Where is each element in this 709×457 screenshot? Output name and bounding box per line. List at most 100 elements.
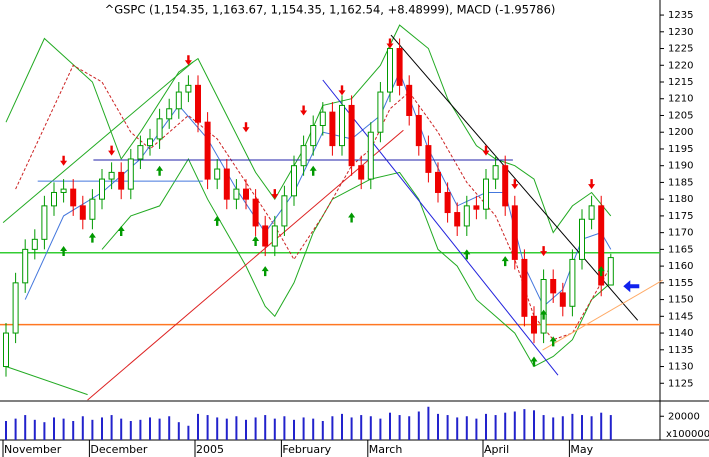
volume-unit: x100000 [666,429,709,440]
x-tick-label: November [4,443,62,456]
sell-arrow [482,145,490,156]
y-tick-label: 1145 [668,311,693,322]
candle-body [252,198,259,227]
candle-body [108,171,115,180]
candle-body [118,171,125,190]
candle-body [454,212,461,227]
x-tick-label: March [369,443,403,456]
buy-arrow [530,356,538,367]
candle-body [415,114,422,147]
buy-arrow [463,249,471,260]
candle-body [291,165,297,197]
candle-body [12,282,19,334]
candle-body [156,118,163,140]
sell-arrow [60,155,68,166]
candle-body [137,145,144,160]
y-tick-label: 1225 [668,44,693,55]
sell-arrow [588,179,596,190]
candle-body [319,111,326,127]
buy-arrow [117,225,125,236]
candle-body [367,131,374,180]
x-tick-label: February [282,443,331,456]
buy-arrow [60,246,68,257]
candle-body [444,191,451,214]
y-tick-label: 1230 [668,27,693,38]
candle-body [579,218,585,260]
sell-arrow [184,55,192,66]
buy-arrow [261,266,269,277]
candle-body [502,165,509,207]
candle-body [175,91,182,110]
candle-body [358,165,365,180]
sell-arrow [271,189,279,200]
sell-arrow [540,246,548,257]
y-tick-label: 1155 [668,278,693,289]
candle-body [569,258,576,307]
buy-arrow [309,165,317,176]
sell-arrow [242,122,250,133]
candle-body [89,198,96,220]
candle-body [262,225,269,247]
y-tick-label: 1195 [668,144,693,155]
candle-body [463,205,470,227]
candle-body [300,145,307,167]
candle-body [531,315,537,334]
candle-body [492,165,499,180]
volume-tick-label: 20000 [668,411,700,422]
x-tick-label: 2005 [196,443,224,456]
y-tick-label: 1205 [668,110,693,121]
candle-body [99,178,105,200]
candle-body [387,48,393,93]
buy-arrow [252,235,260,246]
candle-body [243,188,249,200]
candle-body [406,84,413,116]
y-tick-label: 1150 [668,295,693,306]
y-tick-label: 1215 [668,77,693,88]
candle-body [329,111,336,147]
candle-body [214,168,221,180]
candle-body [60,188,67,193]
candle-body [310,125,317,147]
buy-arrow [501,256,509,267]
candle-body [31,238,38,250]
candle-body [435,171,441,193]
y-tick-label: 1185 [668,177,693,188]
candle-body [223,168,230,200]
candle-body [511,205,518,260]
sell-arrow [386,38,394,49]
buy-arrow [348,212,356,223]
y-tick-label: 1200 [668,127,693,138]
sell-arrow [511,179,519,190]
candle-body [195,84,201,123]
candle-body [607,257,614,286]
sell-arrow [108,145,116,156]
candle-body [233,188,240,200]
candle-body [550,278,557,294]
candle-body [377,91,384,133]
trend-line [2,61,194,223]
candle-body [147,138,153,147]
y-tick-label: 1135 [668,345,693,356]
y-tick-label: 1190 [668,161,693,172]
candle-body [166,108,173,120]
y-tick-label: 1220 [668,60,693,71]
trend-line [322,79,559,376]
y-tick-label: 1165 [668,244,693,255]
candle-body [521,258,528,317]
y-tick-label: 1235 [668,10,693,21]
y-tick-label: 1160 [668,261,693,272]
y-tick-label: 1130 [668,362,693,373]
chart-title: ^GSPC (1,154.35, 1,163.67, 1,154.35, 1,1… [105,3,556,17]
candle-body [588,205,595,220]
candle-body [425,145,432,173]
marker-arrow [623,280,640,293]
y-tick-label: 1125 [668,378,693,389]
candle-body [281,195,288,227]
candle-body [185,84,192,93]
buy-arrow [549,336,557,347]
trend-line [390,34,639,321]
x-tick-label: April [484,443,509,456]
x-tick-label: May [570,443,593,456]
candle-body [396,48,403,86]
